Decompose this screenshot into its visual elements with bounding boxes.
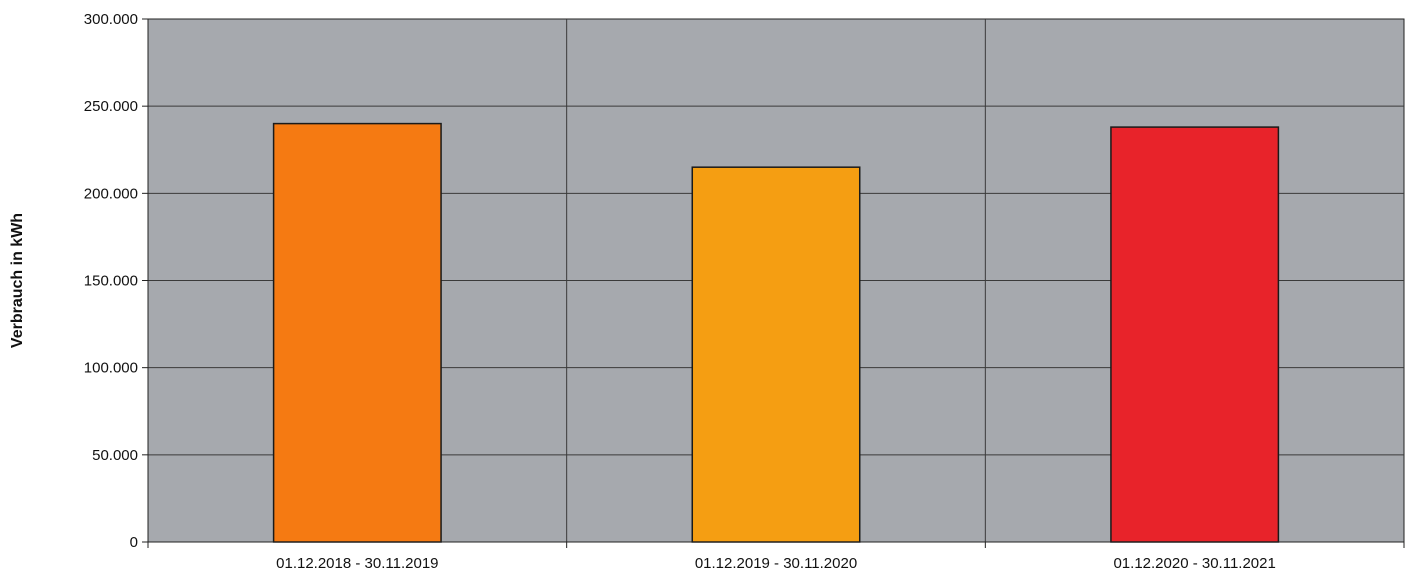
bar: [272, 122, 442, 543]
x-tick-label: 01.12.2020 - 30.11.2021: [1113, 555, 1275, 572]
axes: [142, 18, 1405, 548]
y-tick-label: 200.000: [84, 185, 138, 202]
y-tick-label: 250.000: [84, 98, 138, 115]
tick-labels: 0 50.000 100.000 150.000 200.000 250.000 300.0…: [84, 11, 1276, 572]
y-tick-label: 100.000: [84, 360, 138, 377]
y-tick-label: 50.000: [92, 447, 138, 464]
y-axis-title: Verbrauch in kWh: [9, 213, 26, 348]
y-tick-label: 300.000: [84, 11, 138, 28]
y-tick-label: 150.000: [84, 273, 138, 290]
x-tick-label: 01.12.2019 - 30.11.2020: [695, 555, 857, 572]
x-tick-label: 01.12.2018 - 30.11.2019: [276, 555, 438, 572]
bars: [272, 122, 1280, 543]
bar: [691, 166, 861, 543]
bar: [1110, 126, 1280, 543]
y-tick-label: 0: [130, 534, 138, 551]
